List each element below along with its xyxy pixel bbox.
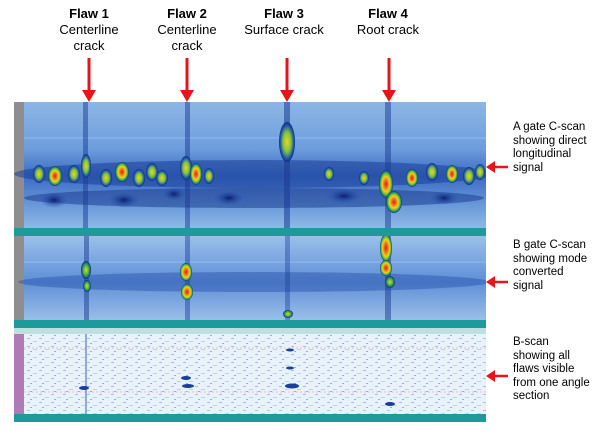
- a-gate-cscan-panel: [14, 102, 486, 236]
- flaw-3-arrow-icon: [280, 58, 294, 102]
- bscan-arrow-icon: [486, 370, 508, 382]
- flaw-2-label: Flaw 2 Centerline crack: [142, 6, 232, 54]
- flaw-4-arrow-icon: [382, 58, 396, 102]
- bscan-image: [14, 328, 486, 422]
- b-gate-arrow-icon: [486, 276, 508, 288]
- flaw-1-subtitle: Centerline crack: [59, 22, 119, 53]
- flaw-2-subtitle: Centerline crack: [157, 22, 217, 53]
- flaw-2-arrow-icon: [180, 58, 194, 102]
- flaw-3-title: Flaw 3: [264, 6, 304, 21]
- flaw-4-label: Flaw 4 Root crack: [343, 6, 433, 38]
- bscan-label: B-scan showing all flaws visible from on…: [513, 336, 590, 402]
- flaw-3-subtitle: Surface crack: [244, 22, 324, 37]
- flaw-4-title: Flaw 4: [368, 6, 408, 21]
- flaw-2-title: Flaw 2: [167, 6, 207, 21]
- a-gate-cscan-image: [14, 102, 486, 236]
- b-gate-cscan-panel: [14, 236, 486, 328]
- a-gate-label: A gate C-scan showing direct longitudina…: [513, 121, 587, 174]
- flaw-1-arrow-icon: [82, 58, 96, 102]
- flaw-4-subtitle: Root crack: [356, 22, 420, 37]
- b-gate-cscan-image: [14, 236, 486, 328]
- a-gate-arrow-icon: [486, 161, 508, 173]
- flaw-3-label: Flaw 3 Surface crack: [239, 6, 329, 38]
- flaw-1-label: Flaw 1 Centerline crack: [44, 6, 134, 54]
- bscan-panel: [14, 328, 486, 422]
- b-gate-label: B gate C-scan showing mode converted sig…: [513, 239, 588, 292]
- flaw-1-title: Flaw 1: [69, 6, 109, 21]
